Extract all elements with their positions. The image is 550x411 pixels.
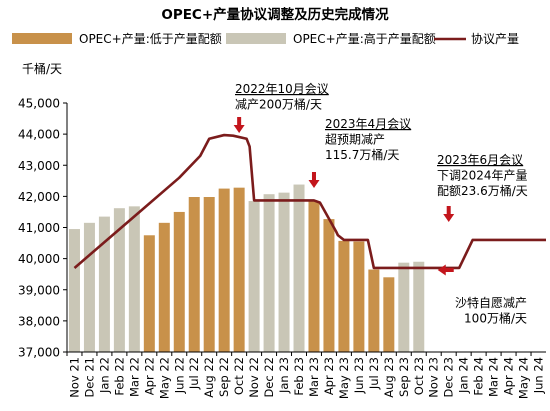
annotation-arrow <box>444 268 454 272</box>
x-tick-label: Jun 23 <box>352 357 366 394</box>
bar-series <box>68 184 425 352</box>
y-axis-unit-label: 千桶/天 <box>22 61 62 76</box>
x-tick-label: Aug 22 <box>202 357 216 398</box>
bar-above-quota <box>398 262 410 352</box>
bar-above-quota <box>68 229 80 352</box>
y-tick-label: 38,000 <box>18 314 60 328</box>
x-tick-label: Nov 21 <box>67 357 81 398</box>
annotation-saudi-line: 沙特自愿减产 <box>455 295 527 310</box>
annotation-arrow-head <box>233 125 245 133</box>
x-tick-label: Feb 24 <box>472 357 486 396</box>
bar-below-quota <box>233 187 245 352</box>
bar-below-quota <box>323 219 335 352</box>
y-tick-label: 42,000 <box>18 190 60 204</box>
legend-swatch-below-quota <box>12 33 72 44</box>
x-tick-label: Jul 23 <box>367 357 381 390</box>
x-tick-label: Apr 24 <box>502 357 516 395</box>
bar-above-quota <box>98 216 110 352</box>
x-tick-label: Feb 22 <box>112 357 126 396</box>
bar-above-quota <box>278 192 290 352</box>
annotation-apr23-line: 2023年4月会议 <box>325 117 411 131</box>
annotation-arrow-head <box>308 180 320 188</box>
bar-above-quota <box>293 184 305 352</box>
annotation-arrow <box>311 172 316 181</box>
annotation-oct22-line: 2022年10月会议 <box>235 82 329 96</box>
annotation-jun23-line: 配额23.6万桶/天 <box>437 183 528 198</box>
bar-below-quota <box>353 241 365 352</box>
annotation-arrow-head <box>443 214 455 222</box>
y-tick-label: 44,000 <box>18 128 60 142</box>
annotation-arrow <box>446 206 451 215</box>
y-tick-label: 40,000 <box>18 252 60 266</box>
legend-swatch-above-quota <box>226 33 286 44</box>
y-tick-label: 45,000 <box>18 97 60 111</box>
annotation-jun23-line: 2023年6月会议 <box>437 153 523 167</box>
annotation-arrow <box>237 117 242 126</box>
bar-below-quota <box>383 277 395 352</box>
x-tick-label: Jun 24 <box>532 357 546 394</box>
legend-label-above-quota: OPEC+产量:高于产量配额 <box>293 31 436 46</box>
bar-above-quota <box>128 206 140 352</box>
bar-below-quota <box>173 211 185 352</box>
bar-above-quota <box>83 222 95 352</box>
x-tick-label: Feb 23 <box>292 357 306 396</box>
bar-below-quota <box>188 197 200 352</box>
x-tick-label: Sep 23 <box>397 357 411 397</box>
bar-below-quota <box>158 222 170 352</box>
x-tick-label: Dec 21 <box>82 357 96 398</box>
x-tick-label: Jan 22 <box>97 357 111 394</box>
annotation-jun23-line: 下调2024年产量 <box>437 169 528 183</box>
chart-legend: OPEC+产量:低于产量配额 OPEC+产量:高于产量配额 协议产量 <box>12 31 519 46</box>
bar-below-quota <box>218 188 230 352</box>
bar-above-quota <box>413 261 425 352</box>
y-tick-label: 43,000 <box>18 159 60 173</box>
x-tick-label: Jan 23 <box>277 357 291 394</box>
chart-title: OPEC+产量协议调整及历史完成情况 <box>161 6 389 23</box>
annotation-apr23-line: 超预期减产 <box>325 132 385 147</box>
x-tick-label: Mar 22 <box>127 357 141 397</box>
bar-above-quota <box>113 208 125 352</box>
x-tick-label: Apr 22 <box>142 357 156 395</box>
x-tick-label: Sep 22 <box>217 357 231 397</box>
bar-below-quota <box>308 201 320 352</box>
annotation-oct22-line: 减产200万桶/天 <box>235 97 322 112</box>
legend-label-below-quota: OPEC+产量:低于产量配额 <box>79 32 222 46</box>
bar-below-quota <box>203 197 215 352</box>
legend-label-quota-line: 协议产量 <box>471 31 519 46</box>
x-tick-label: Dec 22 <box>262 357 276 398</box>
annotation-saudi-line: 100万桶/天 <box>464 311 527 326</box>
bar-below-quota <box>338 240 350 352</box>
x-tick-label: Jul 22 <box>187 357 201 390</box>
bar-above-quota <box>248 201 260 352</box>
x-tick-label: Apr 23 <box>322 357 336 395</box>
annotation-arrow-head <box>437 264 446 276</box>
bar-above-quota <box>263 194 275 352</box>
y-tick-label: 39,000 <box>18 283 60 297</box>
x-tick-label: May 24 <box>517 357 531 399</box>
bar-below-quota <box>143 235 155 352</box>
y-tick-label: 37,000 <box>18 346 60 360</box>
chart-annotations: 2022年10月会议减产200万桶/天2023年4月会议超预期减产115.7万桶… <box>233 82 528 326</box>
x-tick-label: Jun 22 <box>172 357 186 394</box>
x-tick-label: Aug 23 <box>382 357 396 398</box>
x-tick-label: Nov 23 <box>427 357 441 398</box>
bar-below-quota <box>368 269 380 352</box>
x-tick-label: Oct 23 <box>412 357 426 395</box>
x-tick-label: May 22 <box>157 357 171 399</box>
annotation-apr23-line: 115.7万桶/天 <box>325 147 399 162</box>
x-tick-label: Dec 23 <box>442 357 456 398</box>
x-tick-label: Oct 22 <box>232 357 246 395</box>
x-tick-label: Mar 24 <box>487 357 501 397</box>
y-tick-label: 41,000 <box>18 221 60 235</box>
chart-axes: 37,000 38,000 39,000 40,000 41,000 42,000 43,0… <box>18 97 546 399</box>
x-tick-label: Nov 22 <box>247 357 261 398</box>
x-tick-label: Mar 23 <box>307 357 321 397</box>
x-tick-label: May 23 <box>337 357 351 399</box>
x-tick-label: Jan 24 <box>457 357 471 394</box>
